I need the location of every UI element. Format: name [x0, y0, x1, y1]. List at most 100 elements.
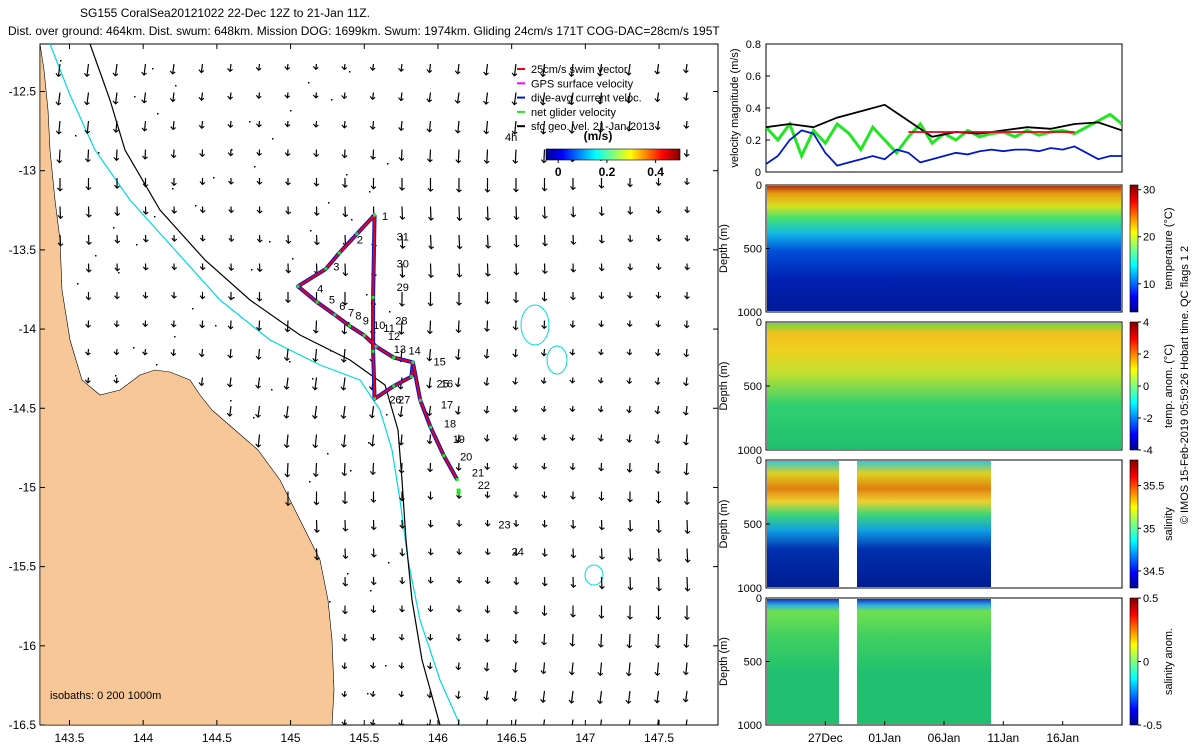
- velocity-vector: [628, 120, 631, 131]
- velocity-arrowhead: [455, 466, 462, 472]
- section-field: [857, 461, 991, 587]
- reef-dot: [330, 350, 332, 352]
- velocity-vector: [114, 63, 118, 76]
- velocity-arrowhead: [540, 408, 547, 413]
- velocity-vector: [143, 120, 147, 131]
- velocity-arrowhead: [654, 410, 661, 415]
- velocity-arrowhead: [483, 354, 490, 359]
- velocity-vector: [600, 434, 603, 442]
- velocity-vector: [428, 405, 432, 416]
- reef-dot: [327, 453, 329, 455]
- velocity-arrowhead: [542, 242, 548, 247]
- velocity-arrowhead: [683, 726, 688, 729]
- velocity-arrowhead: [684, 209, 691, 214]
- velocity-arrowhead: [426, 158, 433, 163]
- velocity-arrowhead: [655, 181, 662, 187]
- reef-dot: [367, 693, 369, 695]
- velocity-arrowhead: [342, 183, 348, 188]
- map-x-ticks: 143.5 144 144.5 145 145.5 146 146.5 147 147.5: [54, 44, 674, 745]
- velocity-vector: [172, 63, 175, 74]
- waypoint-label: 1: [382, 211, 388, 223]
- velocity-vector: [685, 462, 688, 475]
- velocity-arrowhead: [313, 153, 319, 158]
- net-velocity-marker: [455, 478, 459, 482]
- velocity-arrowhead: [427, 551, 434, 556]
- reef-dot: [328, 202, 330, 204]
- velocity-arrowhead: [513, 216, 520, 221]
- colorbar-label: temperature (°C): [1163, 207, 1175, 289]
- glider-track: [295, 213, 461, 495]
- velocity-arrowhead: [540, 670, 547, 675]
- velocity-vector: [685, 405, 688, 415]
- velocity-arrowhead: [114, 239, 121, 244]
- velocity-vector: [258, 120, 261, 127]
- surface-velocity-vectors: [55, 60, 691, 732]
- colorbar-tick-label: 0.2: [599, 165, 616, 179]
- waypoint-label: 9: [363, 315, 369, 327]
- velocity-arrowhead: [255, 355, 262, 360]
- velocity-arrowhead: [426, 384, 432, 389]
- velocity-arrowhead: [341, 693, 348, 698]
- velocity-arrowhead: [369, 721, 376, 725]
- velocity-arrowhead: [427, 636, 434, 641]
- velocity-vector: [371, 405, 375, 418]
- velocity-arrowhead: [342, 527, 349, 532]
- velocity-arrowhead: [170, 126, 176, 131]
- velocity-vector: [400, 120, 403, 131]
- velocity-vector: [628, 662, 631, 676]
- reef-dot: [115, 375, 117, 377]
- velocity-arrowhead: [541, 611, 548, 617]
- velocity-vector: [400, 434, 403, 445]
- colorbar-tick-label: -2: [1143, 413, 1153, 425]
- waypoint-label: 23: [498, 520, 510, 532]
- velocity-arrowhead: [626, 438, 633, 443]
- section-colorbar: [1129, 184, 1139, 313]
- depth-axis-label: Depth (m): [718, 500, 730, 549]
- waypoint-label: 27: [398, 395, 410, 407]
- velocity-arrowhead: [541, 552, 548, 558]
- velocity-vector: [599, 63, 603, 76]
- colorbar-tick-label: -4: [1143, 445, 1153, 457]
- depth-tick-label: 500: [744, 657, 762, 669]
- velocity-vector: [571, 348, 574, 355]
- reef-dot: [215, 325, 217, 327]
- velocity-arrowhead: [626, 409, 632, 414]
- velocity-arrowhead: [541, 324, 547, 330]
- velocity-arrowhead: [512, 639, 519, 644]
- velocity-arrowhead: [654, 699, 660, 704]
- velocity-arrowhead: [342, 582, 349, 587]
- isobaths-label: isobaths: 0 200 1000m: [50, 690, 161, 702]
- velocity-y-tick-label: 0.2: [746, 135, 761, 147]
- velocity-arrowhead: [112, 72, 119, 77]
- velocity-arrowhead: [569, 436, 576, 442]
- velocity-arrowhead: [340, 358, 347, 363]
- velocity-arrowhead: [598, 351, 604, 356]
- velocity-arrowhead: [570, 240, 577, 246]
- velocity-vector: [457, 320, 460, 333]
- velocity-arrowhead: [570, 613, 576, 618]
- velocity-arrowhead: [142, 294, 149, 299]
- velocity-arrowhead: [540, 698, 546, 703]
- reef-dot: [271, 389, 273, 391]
- reef-dot: [346, 174, 348, 176]
- velocity-vector: [485, 377, 489, 386]
- velocity-vector: [115, 377, 118, 383]
- velocity-arrowhead: [654, 352, 661, 357]
- depth-tick-label: 1000: [738, 445, 762, 457]
- velocity-arrowhead: [84, 351, 91, 356]
- velocity-vector: [485, 120, 489, 134]
- velocity-vector: [657, 462, 660, 474]
- velocity-vector: [599, 662, 603, 676]
- velocity-vector: [628, 92, 631, 103]
- velocity-arrowhead: [370, 636, 377, 642]
- velocity-vector: [657, 377, 660, 385]
- velocity-vector: [514, 120, 517, 135]
- velocity-vector: [57, 63, 61, 77]
- map-y-tick-label: -13.5: [9, 243, 37, 257]
- reef-dot: [269, 241, 271, 243]
- velocity-arrowhead: [569, 729, 574, 732]
- velocity-arrowhead: [227, 354, 233, 359]
- velocity-arrowhead: [256, 326, 262, 331]
- waypoint-label: 21: [472, 467, 484, 479]
- velocity-vector: [87, 149, 90, 162]
